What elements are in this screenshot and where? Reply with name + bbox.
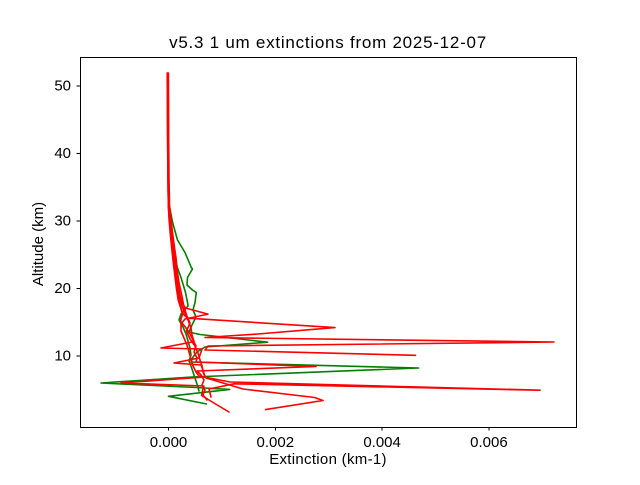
- svg-text:30: 30: [54, 213, 71, 230]
- svg-text:40: 40: [54, 145, 71, 162]
- svg-text:Extinction (km-1): Extinction (km-1): [269, 451, 387, 468]
- svg-text:0.004: 0.004: [363, 434, 401, 451]
- svg-text:0.000: 0.000: [150, 434, 188, 451]
- svg-text:10: 10: [54, 348, 71, 365]
- svg-text:0.002: 0.002: [257, 434, 295, 451]
- svg-text:Altitude (km): Altitude (km): [30, 202, 47, 286]
- svg-text:0.006: 0.006: [470, 434, 508, 451]
- svg-text:20: 20: [54, 280, 71, 297]
- svg-text:v5.3 1 um extinctions from 202: v5.3 1 um extinctions from 2025-12-07: [169, 33, 487, 52]
- svg-text:50: 50: [54, 78, 71, 95]
